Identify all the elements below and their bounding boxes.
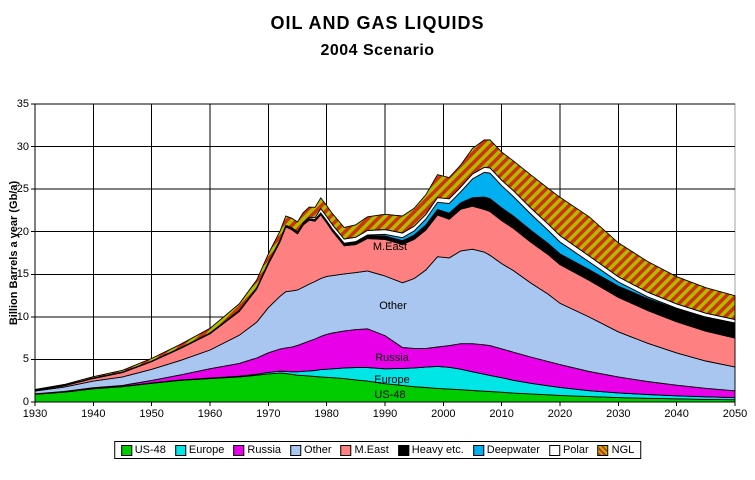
legend-label-ngl: NGL bbox=[611, 444, 635, 456]
y-tick-label-30: 30 bbox=[16, 140, 29, 153]
legend-swatch-russia bbox=[233, 444, 245, 456]
x-tick-label-1980: 1980 bbox=[314, 408, 339, 420]
y-tick-label-10: 10 bbox=[16, 310, 29, 323]
area-label-europe: Europe bbox=[374, 374, 410, 386]
legend-label-polar: Polar bbox=[562, 444, 589, 456]
y-tick-label-20: 20 bbox=[16, 225, 29, 238]
legend-swatch-europe bbox=[174, 444, 186, 456]
x-tick-label-1930: 1930 bbox=[22, 408, 48, 420]
x-tick-label-2040: 2040 bbox=[664, 408, 689, 420]
legend: US-48 Europe Russia Other M.East Heavy etc. De… bbox=[113, 441, 642, 459]
y-tick-label-15: 15 bbox=[16, 268, 29, 281]
legend-label-other: Other bbox=[304, 444, 332, 456]
x-tick-label-2050: 2050 bbox=[722, 408, 748, 420]
area-label-us-48: US-48 bbox=[374, 389, 406, 401]
legend-swatch-us-48 bbox=[120, 444, 132, 456]
y-tick-label-25: 25 bbox=[16, 183, 29, 196]
legend-label-heavy-etc: Heavy etc. bbox=[411, 444, 464, 456]
legend-item-m-east: M.East bbox=[340, 444, 389, 456]
legend-label-russia: Russia bbox=[247, 444, 282, 456]
legend-label-europe: Europe bbox=[188, 444, 225, 456]
chart-title: OIL AND GAS LIQUIDS bbox=[270, 13, 485, 33]
legend-item-polar: Polar bbox=[548, 444, 589, 456]
legend-swatch-ngl bbox=[597, 444, 609, 456]
y-tick-label-0: 0 bbox=[22, 396, 29, 408]
x-tick-label-2010: 2010 bbox=[489, 408, 514, 420]
legend-label-us-48: US-48 bbox=[134, 444, 166, 456]
x-tick-label-2000: 2000 bbox=[431, 408, 456, 420]
legend-swatch-other bbox=[290, 444, 302, 456]
stacked-areas bbox=[34, 139, 736, 403]
x-tick-label-1960: 1960 bbox=[197, 408, 223, 420]
legend-item-ngl: NGL bbox=[597, 444, 635, 456]
legend-item-other: Other bbox=[290, 444, 332, 456]
x-tick-label-2030: 2030 bbox=[606, 408, 631, 420]
legend-swatch-polar bbox=[548, 444, 560, 456]
legend-item-us-48: US-48 bbox=[120, 444, 166, 456]
series-area-ngl bbox=[34, 139, 736, 391]
x-tick-label-1970: 1970 bbox=[256, 408, 281, 420]
legend-item-russia: Russia bbox=[233, 444, 281, 456]
legend-swatch-m-east bbox=[340, 444, 352, 456]
x-tick-label-2020: 2020 bbox=[547, 408, 573, 420]
legend-item-europe: Europe bbox=[174, 444, 225, 456]
area-label-other: Other bbox=[379, 300, 407, 312]
legend-label-m-east: M.East bbox=[354, 444, 389, 456]
legend-label-deepwater: Deepwater bbox=[486, 444, 540, 456]
tick-marks bbox=[31, 103, 736, 406]
y-tick-label-35: 35 bbox=[16, 98, 29, 110]
x-tick-label-1990: 1990 bbox=[372, 408, 398, 420]
chart-subtitle: 2004 Scenario bbox=[320, 42, 435, 59]
legend-swatch-deepwater bbox=[472, 444, 484, 456]
legend-item-deepwater: Deepwater bbox=[472, 444, 540, 456]
x-tick-label-1940: 1940 bbox=[81, 408, 106, 420]
legend-swatch-heavy-etc bbox=[397, 444, 409, 456]
y-tick-label-5: 5 bbox=[22, 353, 29, 366]
legend-item-heavy-etc: Heavy etc. bbox=[397, 444, 464, 456]
area-label-m-east: M.East bbox=[372, 241, 408, 253]
area-label-russia: Russia bbox=[375, 352, 409, 364]
x-tick-label-1950: 1950 bbox=[139, 408, 164, 420]
